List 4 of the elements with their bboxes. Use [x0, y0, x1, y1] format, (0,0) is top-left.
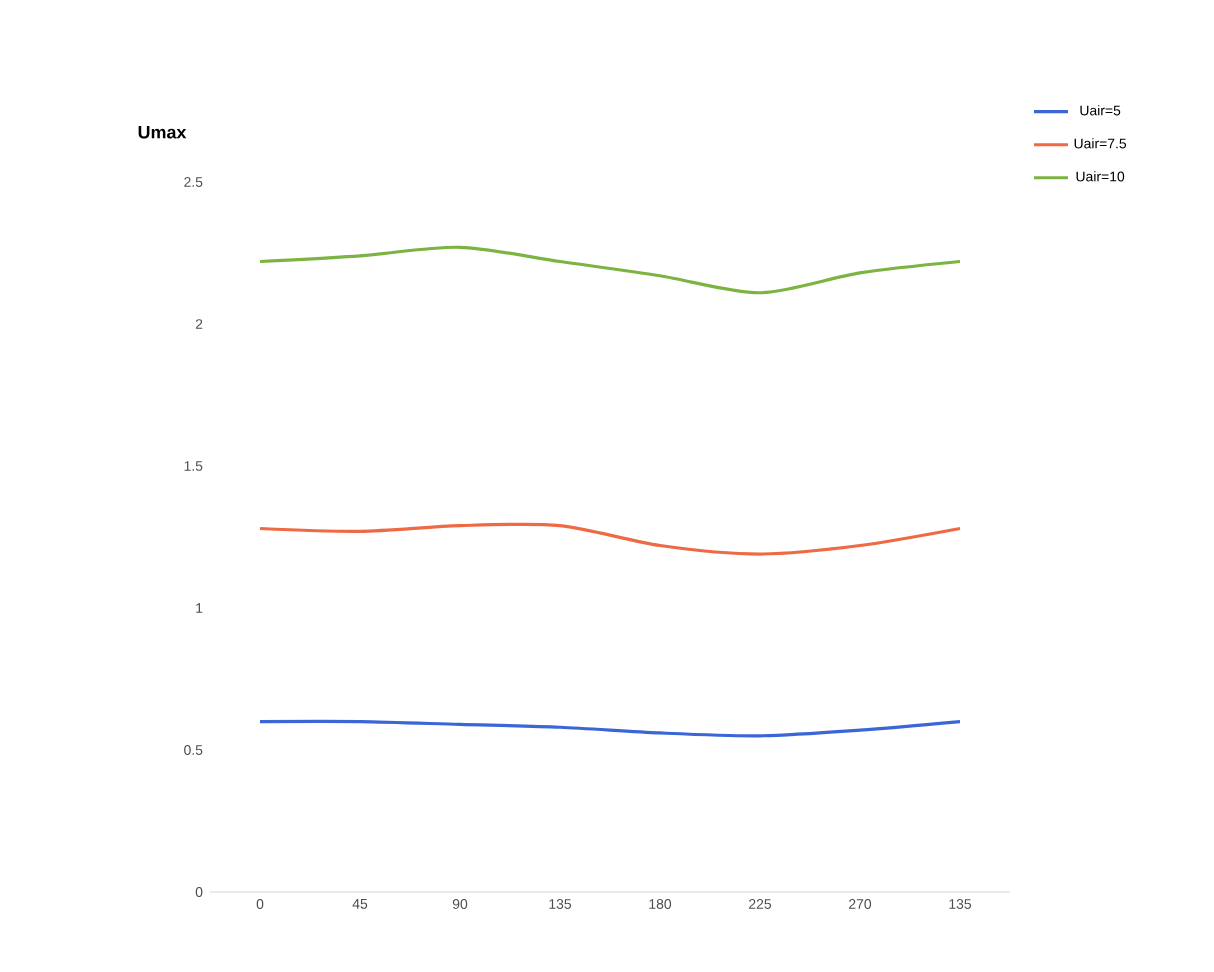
- line-series: [258, 719, 962, 738]
- line-series: [258, 522, 962, 556]
- y-axis-title: Umax: [138, 126, 187, 139]
- line-series: [258, 245, 962, 295]
